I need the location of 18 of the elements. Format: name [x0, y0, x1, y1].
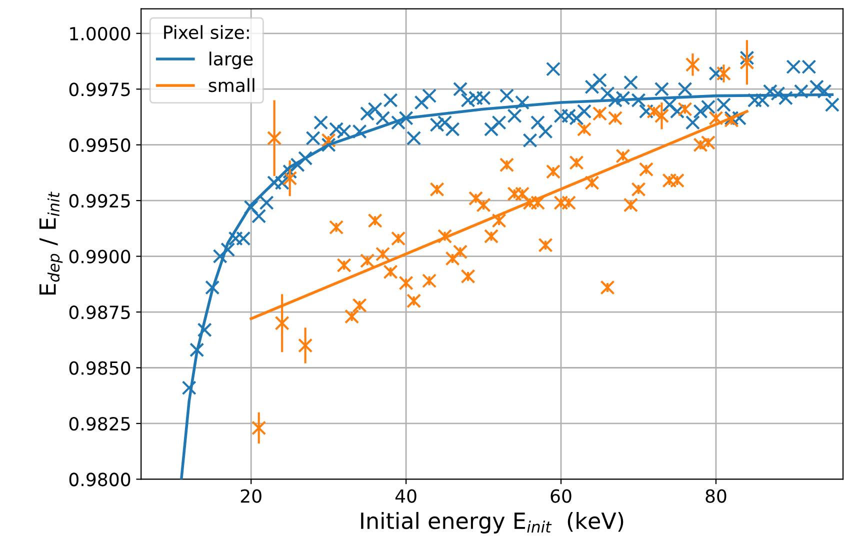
legend-label: small	[208, 78, 254, 92]
y-tick-label: 0.9825	[69, 416, 130, 431]
x-axis-title: Initial energy E$_{init}$ (keV)	[361, 512, 624, 534]
y-tick-label: 0.9850	[69, 361, 130, 375]
x-tick-label: 20	[240, 489, 262, 503]
x-tick-label: 60	[550, 489, 572, 503]
y-tick-label: 0.9950	[69, 138, 130, 152]
y-tick-label: 0.9975	[69, 82, 130, 96]
y-tick-label: 0.9900	[69, 250, 130, 264]
legend-label: large	[210, 52, 253, 70]
y-tick-label: 1.0000	[70, 26, 130, 40]
y-axis-title: E$_{dep}$ / E$_{init}$	[40, 192, 63, 295]
y-tick-label: 0.9800	[69, 472, 130, 486]
x-tick-label: 40	[395, 489, 416, 503]
x-tick-label: 80	[706, 489, 726, 503]
legend-title: Pixel size:	[164, 25, 249, 40]
y-tick-label: 0.9875	[69, 305, 130, 320]
y-tick-label: 0.9925	[69, 194, 130, 208]
